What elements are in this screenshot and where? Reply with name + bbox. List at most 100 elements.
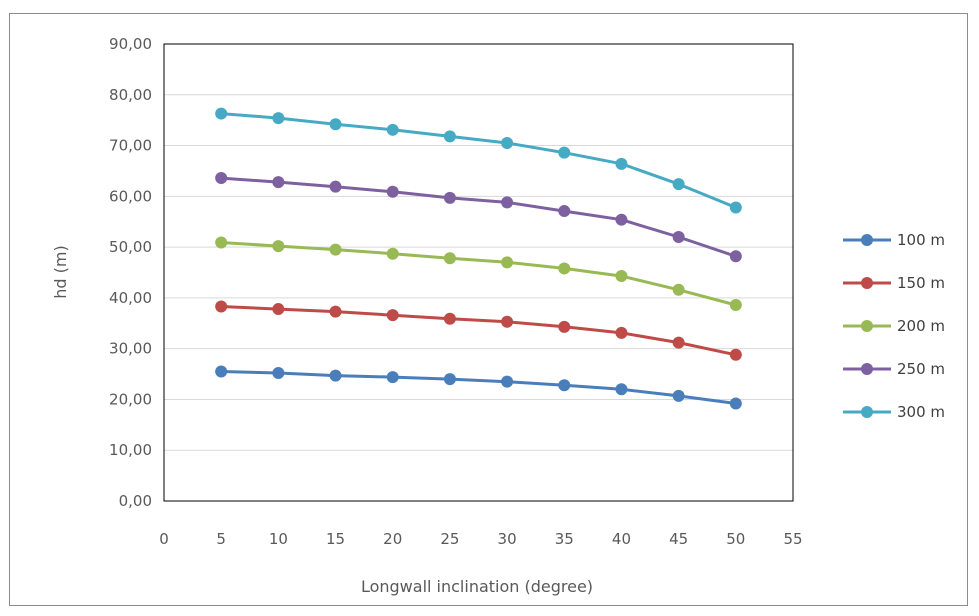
data-point <box>329 243 342 256</box>
data-point <box>443 252 456 265</box>
data-point <box>272 240 285 253</box>
legend-swatch-marker <box>861 406 873 418</box>
data-point <box>729 348 742 361</box>
data-point <box>501 375 514 388</box>
y-tick-label: 40,00 <box>109 289 152 307</box>
data-point <box>443 191 456 204</box>
y-tick-label: 10,00 <box>109 441 152 459</box>
data-point <box>672 230 685 243</box>
data-point <box>615 213 628 226</box>
data-point <box>386 371 399 384</box>
data-point <box>615 157 628 170</box>
legend-item: 200 m <box>843 317 945 335</box>
legend-swatch-marker <box>861 277 873 289</box>
y-tick-label: 0,00 <box>119 492 152 510</box>
y-tick-label: 80,00 <box>109 86 152 104</box>
data-point <box>558 262 571 275</box>
x-tick-label: 45 <box>669 530 688 548</box>
data-point <box>215 172 228 185</box>
y-axis-ticks: 0,00 10,00 20,00 30,00 40,00 50,00 60,00 70,00 8… <box>109 35 152 510</box>
x-tick-label: 15 <box>326 530 345 548</box>
legend-item: 250 m <box>843 360 945 378</box>
data-point <box>443 373 456 386</box>
series-line-1 <box>221 305 737 357</box>
data-point <box>215 107 228 120</box>
data-point <box>501 137 514 150</box>
x-tick-label: 35 <box>555 530 574 548</box>
data-point <box>729 397 742 410</box>
x-tick-label: 20 <box>383 530 402 548</box>
data-point <box>386 123 399 136</box>
data-point <box>272 112 285 125</box>
data-point <box>501 256 514 269</box>
legend-swatch-marker <box>861 234 873 246</box>
data-point <box>501 315 514 328</box>
legend: 100 m 150 m 200 m 250 m 300 m <box>843 231 945 421</box>
series-line-0 <box>221 370 736 405</box>
x-axis-title: Longwall inclination (degree) <box>361 577 593 596</box>
data-point <box>729 201 742 214</box>
gridlines <box>164 94 793 451</box>
data-point <box>672 178 685 191</box>
x-tick-label: 40 <box>612 530 631 548</box>
y-tick-label: 70,00 <box>109 137 152 155</box>
data-point <box>272 303 285 316</box>
y-axis-title: hd (m) <box>51 245 70 298</box>
legend-item: 150 m <box>843 274 945 292</box>
data-point <box>215 300 228 313</box>
data-point <box>558 379 571 392</box>
legend-label: 300 m <box>897 403 945 421</box>
data-point <box>672 389 685 402</box>
x-tick-label: 50 <box>726 530 745 548</box>
data-point <box>386 247 399 260</box>
data-point <box>558 146 571 159</box>
data-point <box>615 383 628 396</box>
data-point <box>729 250 742 263</box>
y-tick-label: 50,00 <box>109 238 152 256</box>
data-point <box>615 270 628 283</box>
series-lines <box>221 112 737 405</box>
data-point <box>672 336 685 349</box>
data-point <box>729 298 742 311</box>
data-point <box>443 130 456 143</box>
data-point <box>272 367 285 380</box>
legend-item: 100 m <box>843 231 945 249</box>
data-point <box>615 326 628 339</box>
x-tick-label: 25 <box>440 530 459 548</box>
data-point <box>329 180 342 193</box>
x-tick-label: 0 <box>159 530 169 548</box>
data-point <box>672 283 685 296</box>
x-tick-label: 5 <box>216 530 226 548</box>
data-point <box>215 236 228 249</box>
y-tick-label: 90,00 <box>109 35 152 53</box>
x-tick-label: 30 <box>498 530 517 548</box>
legend-label: 150 m <box>897 274 945 292</box>
legend-swatch-marker <box>861 363 873 375</box>
data-point <box>558 320 571 333</box>
series-line-2 <box>221 241 737 307</box>
data-point <box>386 309 399 322</box>
x-tick-label: 10 <box>269 530 288 548</box>
legend-item: 300 m <box>843 403 945 421</box>
series-markers <box>215 107 742 410</box>
series-line-4 <box>221 112 737 209</box>
plot-area <box>163 43 794 502</box>
legend-label: 100 m <box>897 231 945 249</box>
chart-frame <box>9 13 968 606</box>
y-tick-label: 30,00 <box>109 340 152 358</box>
legend-swatch-marker <box>861 320 873 332</box>
data-point <box>329 369 342 382</box>
x-axis-ticks: 0 5 10 15 20 25 30 35 40 45 50 55 <box>159 530 802 548</box>
data-point <box>558 205 571 218</box>
y-tick-label: 20,00 <box>109 390 152 408</box>
data-point <box>329 305 342 318</box>
data-point <box>501 196 514 209</box>
data-point <box>215 365 228 378</box>
x-tick-label: 55 <box>783 530 802 548</box>
legend-label: 200 m <box>897 317 945 335</box>
legend-label: 250 m <box>897 360 945 378</box>
data-point <box>443 312 456 325</box>
series-line-3 <box>221 176 737 258</box>
data-point <box>386 185 399 198</box>
